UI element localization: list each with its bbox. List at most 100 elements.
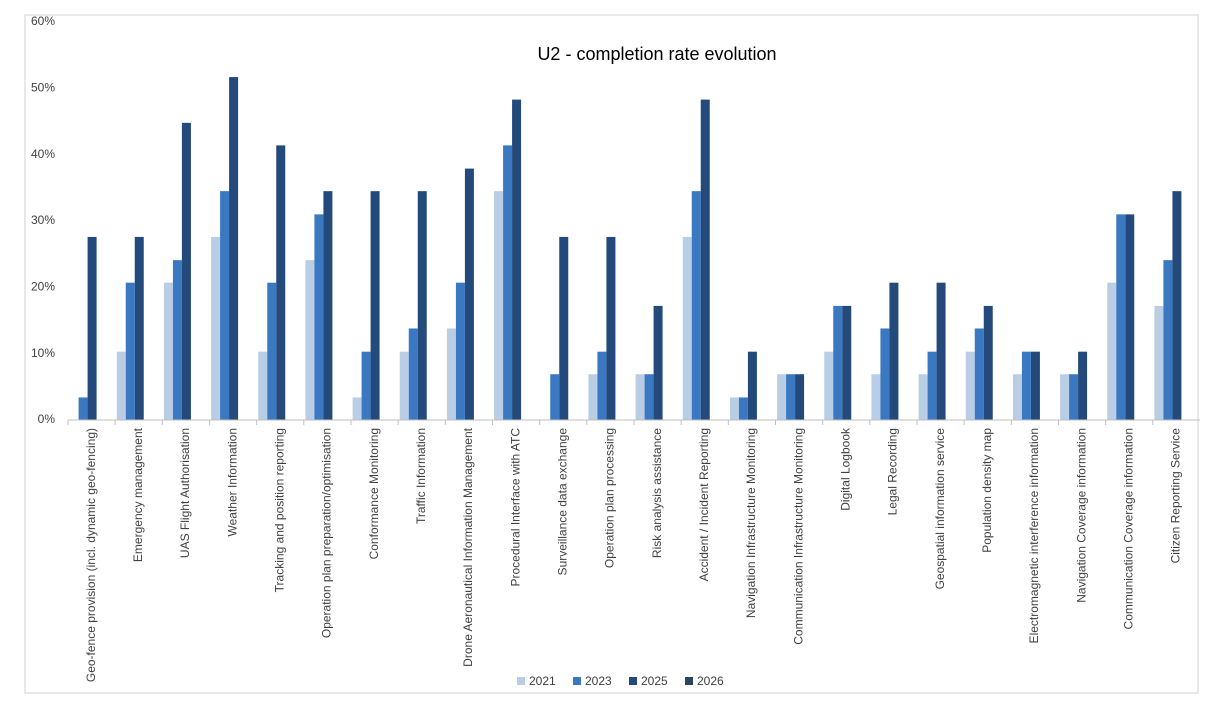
bar [1069,374,1079,420]
bar [1078,351,1088,420]
bar [494,191,504,420]
bar [116,351,126,420]
bar [550,374,560,420]
x-tick-label: Drone Aeronautical Information Managemen… [461,427,475,666]
bar [446,328,456,420]
x-tick-label: Weather Information [225,428,239,537]
bar [464,168,474,420]
bar [1021,351,1031,420]
bar [1116,214,1126,420]
x-tick-label: UAS Flight Authorisation [178,428,192,558]
x-tick-label: Population density map [980,428,994,553]
bar [276,145,286,420]
bar [833,305,843,420]
x-tick-label: Emergency management [131,427,145,562]
bar [597,351,607,420]
bar [635,374,645,420]
bar [1060,374,1070,420]
x-tick-label: Operation plan processing [603,428,617,568]
bar [965,351,975,420]
bar [503,145,513,420]
x-tick-label: Citizen Reporting Service [1169,428,1183,564]
bar [1107,282,1117,420]
bar [871,374,881,420]
x-tick-label: Electromagnetic interference information [1027,428,1041,643]
bar [172,260,182,420]
bar [1030,351,1040,420]
bar [983,305,993,420]
x-tick-label: Accident / Incident Reporting [697,428,711,581]
bar [352,397,362,420]
x-tick-label: Traffic Information [414,428,428,524]
y-tick-label: 50% [31,81,55,95]
bar [78,397,88,420]
y-tick-label: 10% [31,346,55,360]
bar [729,397,739,420]
chart-border [24,14,1199,694]
bar [842,305,852,420]
bar [1012,374,1022,420]
bar [936,282,946,420]
bar [653,305,663,420]
bar [777,374,787,420]
bar [323,191,333,420]
bar [880,328,890,420]
bar [417,191,427,420]
bar [512,99,522,421]
x-tick-label: Surveillance data exchange [555,428,569,576]
bar [258,351,268,420]
y-tick-label: 60% [31,14,55,28]
bar [399,351,409,420]
x-tick-label: Geospatial information service [933,428,947,590]
bar [588,374,598,420]
bar [370,191,380,420]
bar [738,397,748,420]
x-tick-label: Legal Recording [886,428,900,515]
bar [974,328,984,420]
bar [163,282,173,420]
bar [305,260,315,420]
bar [795,374,805,420]
y-tick-label: 0% [38,412,56,426]
bar [918,374,928,420]
y-tick-label: 30% [31,213,55,227]
legend-swatch [573,677,581,685]
chart-title: U2 - completion rate evolution [537,44,776,64]
bar [682,236,692,420]
x-tick-label: Communication Infrastructure Monitoring [791,428,805,645]
legend-label: 2023 [585,674,612,688]
bar [700,99,710,421]
bar [1172,191,1182,420]
legend-swatch [517,677,525,685]
bar [1125,214,1135,420]
bar [455,282,465,420]
bar [1163,260,1173,420]
bar [644,374,654,420]
legend-swatch [629,677,637,685]
bar [220,191,230,420]
x-tick-label: Navigation Coverage information [1074,428,1088,603]
bar [559,236,569,420]
x-tick-label: Tracking and position reporting [272,428,286,592]
bar [691,191,701,420]
x-tick-label: Risk analysis assistance [650,428,664,558]
bar [134,236,144,420]
bar [824,351,834,420]
bar [211,236,221,420]
bar [314,214,324,420]
bar [408,328,418,420]
bar [87,236,97,420]
x-tick-label: Digital Logbook [838,427,852,511]
bar [606,236,616,420]
x-tick-label: Geo-fence provision (incl. dynamic geo-f… [84,428,98,682]
bar [1154,305,1164,420]
bar [747,351,757,420]
bar [927,351,937,420]
bar [361,351,371,420]
x-tick-label: Conformance Monitoring [367,428,381,559]
legend-label: 2026 [697,674,724,688]
bar [889,282,899,420]
x-tick-label: Procedural Interface with ATC [508,428,522,587]
y-tick-label: 20% [31,280,55,294]
